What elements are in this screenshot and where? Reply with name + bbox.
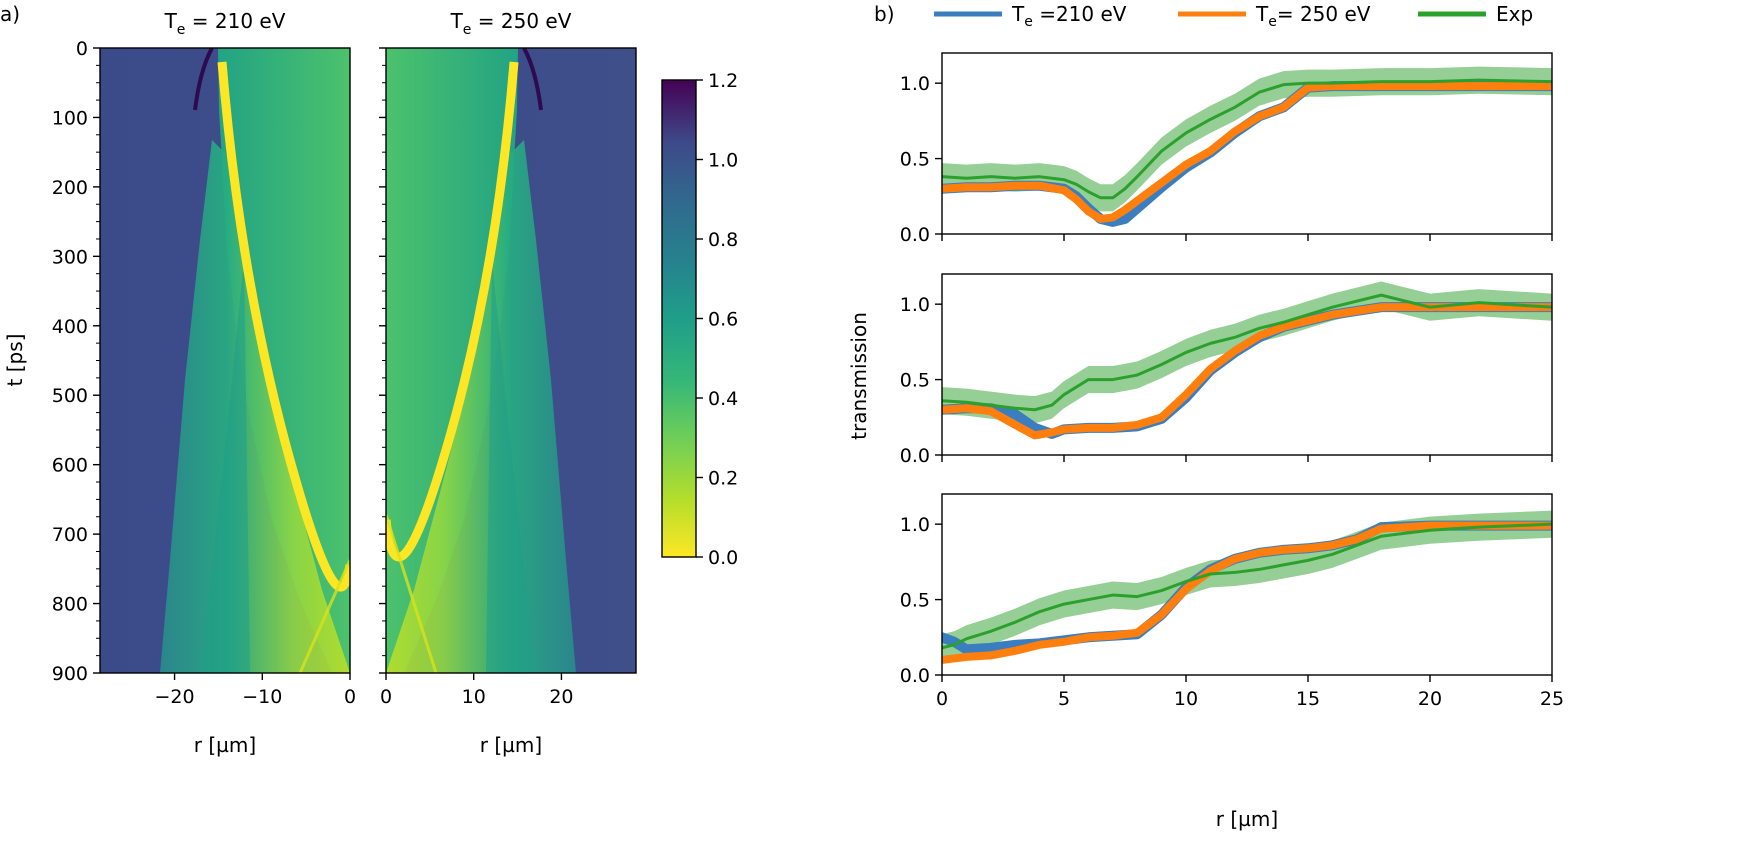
heatmap-left-xticks: −20 −10 0 — [155, 673, 356, 708]
heatmap-left-inner-region — [160, 140, 350, 673]
legend-label-exp: Exp — [1496, 2, 1533, 26]
ytick-label: 400 — [52, 316, 88, 338]
series-line-exp — [942, 293, 1552, 412]
series-line-te-210-ev — [942, 520, 1552, 655]
heatmap-right-xticks: 0 10 20 — [380, 673, 574, 708]
xtick-label: 10 — [1174, 688, 1198, 710]
ytick-label: 900 — [52, 663, 88, 685]
panel-b-xlabel: r [µm] — [1216, 807, 1278, 831]
colorbar-tick-label: 0.8 — [708, 229, 738, 251]
series-line-te-250-ev — [942, 303, 1552, 440]
ytick-label: 0.0 — [900, 665, 930, 687]
line-subplot-1: 0.0 0.5 1.0 — [900, 52, 1553, 246]
ytick-label: 600 — [52, 455, 88, 477]
line-subplot-3: 0.0 0.5 1.0 0 5 10 15 20 25 — [900, 493, 1564, 710]
heatmap-left-title: Te = 210 eV — [164, 9, 286, 38]
colorbar-ticks: 0.0 0.2 0.4 0.6 0.8 1.0 1.2 — [696, 70, 738, 569]
heatmap-left-yticks: 0 100 200 300 400 500 600 700 800 900 — [52, 38, 100, 685]
heatmap-right-dark-edge — [522, 48, 543, 111]
ytick-label: 1.0 — [900, 294, 930, 316]
ytick-label: 800 — [52, 594, 88, 616]
xtick-label: 5 — [1058, 688, 1070, 710]
ytick-label: 0.5 — [900, 149, 930, 171]
legend-label-210: Te =210 eV — [1011, 2, 1127, 30]
xtick-label: −20 — [155, 686, 195, 708]
colorbar-tick-label: 1.2 — [708, 70, 738, 92]
heatmap-left-xlabel: r [µm] — [194, 733, 256, 757]
heatmap-right: Te = 250 eV 0 10 20 r [µm] — [379, 9, 637, 757]
heatmap-right-reflection — [386, 514, 438, 673]
xtick-label: 15 — [1296, 688, 1320, 710]
xtick-label: −10 — [242, 686, 282, 708]
ytick-label: 0.0 — [900, 224, 930, 246]
ytick-label: 700 — [52, 524, 88, 546]
heatmap-right-yticks — [379, 47, 386, 674]
heatmap-right-inner-region — [386, 140, 576, 673]
heatmap-left-mid-band — [200, 260, 250, 673]
panel-b-ylabel: transmission — [847, 312, 871, 440]
series-line-te-250-ev — [942, 521, 1552, 664]
subplot-frame — [941, 52, 1553, 235]
xtick-label: 25 — [1540, 688, 1564, 710]
colorbar-tick-label: 0.2 — [708, 468, 738, 490]
heatmap-left-outer-plasma — [218, 48, 350, 673]
series-line-te-250-ev — [942, 82, 1552, 223]
legend-label-250: Te= 250 eV — [1255, 2, 1371, 30]
heatmap-left-dark-edge — [193, 48, 214, 111]
exp-uncertainty-band — [942, 281, 1552, 424]
xtick-label: 0 — [380, 686, 392, 708]
colorbar-tick-label: 0.4 — [708, 388, 738, 410]
ytick-label: 1.0 — [900, 73, 930, 95]
ytick-label: 200 — [52, 177, 88, 199]
xtick-label: 10 — [462, 686, 486, 708]
legend: Te =210 eV Te= 250 eV Exp — [934, 2, 1533, 30]
ytick-label: 100 — [52, 107, 88, 129]
xtick-label: 20 — [549, 686, 573, 708]
xtick-label: 0 — [344, 686, 356, 708]
heatmap-left: Te = 210 eV 0 100 200 300 400 500 600 700 800 900… — [3, 9, 356, 757]
series-line-exp — [942, 522, 1552, 650]
xtick-label: 20 — [1418, 688, 1442, 710]
heatmap-ylabel: t [ps] — [3, 334, 27, 387]
colorbar-tick-label: 0.6 — [708, 309, 738, 331]
colorbar: 0.0 0.2 0.4 0.6 0.8 1.0 1.2 — [661, 70, 738, 569]
heatmap-right-outer-plasma — [386, 48, 518, 673]
ytick-label: 0 — [76, 38, 88, 60]
heatmap-right-xlabel: r [µm] — [480, 733, 542, 757]
heatmap-left-shock-front — [217, 61, 350, 592]
colorbar-tick-label: 0.0 — [708, 547, 738, 569]
subplot-frame — [941, 273, 1553, 456]
ytick-label: 0.0 — [900, 445, 930, 467]
colorbar-tick-label: 1.0 — [708, 150, 738, 172]
heatmap-right-mid-band — [486, 260, 536, 673]
subplot-frame — [941, 493, 1553, 676]
colorbar-gradient — [661, 79, 697, 558]
ytick-label: 0.5 — [900, 590, 930, 612]
ytick-label: 0.5 — [900, 370, 930, 392]
xtick-label: 0 — [936, 688, 948, 710]
line-subplot-2: 0.0 0.5 1.0 — [900, 273, 1553, 467]
heatmap-right-title: Te = 250 eV — [450, 9, 572, 38]
series-line-exp — [942, 78, 1552, 200]
ytick-label: 300 — [52, 246, 88, 268]
panel-label-a: a) — [0, 2, 20, 26]
ytick-label: 1.0 — [900, 514, 930, 536]
ytick-label: 500 — [52, 385, 88, 407]
heatmap-left-reflection — [298, 559, 350, 673]
panel-label-b: b) — [874, 2, 895, 26]
